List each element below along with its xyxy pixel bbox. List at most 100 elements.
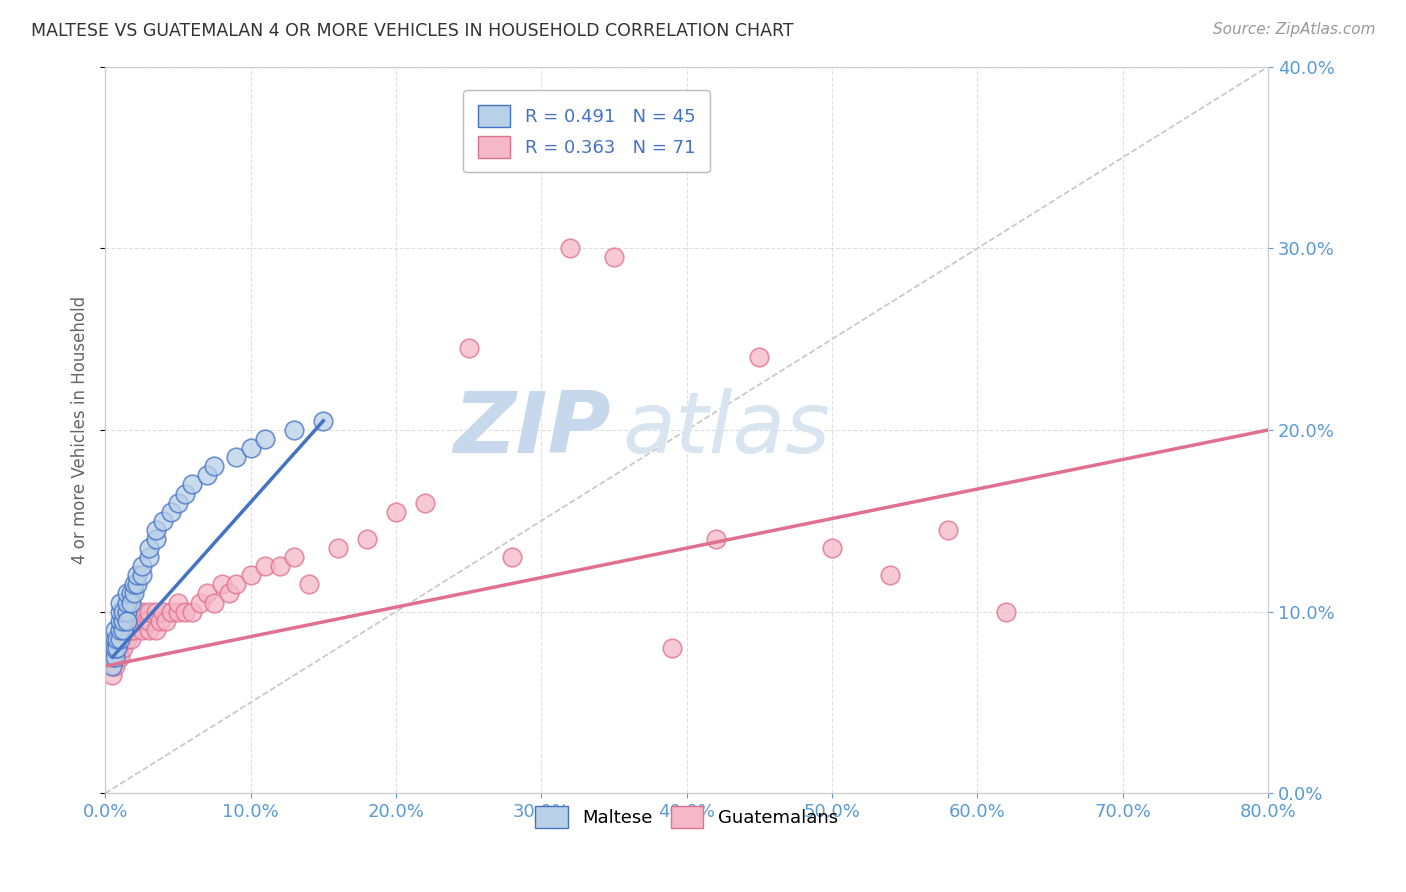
Point <box>356 532 378 546</box>
Point <box>131 623 153 637</box>
Point <box>167 496 190 510</box>
Point <box>131 605 153 619</box>
Point <box>135 614 157 628</box>
Point <box>115 632 138 646</box>
Point <box>704 532 727 546</box>
Text: MALTESE VS GUATEMALAN 4 OR MORE VEHICLES IN HOUSEHOLD CORRELATION CHART: MALTESE VS GUATEMALAN 4 OR MORE VEHICLES… <box>31 22 793 40</box>
Point <box>115 614 138 628</box>
Point <box>104 650 127 665</box>
Point <box>104 623 127 637</box>
Point <box>108 623 131 637</box>
Point <box>298 577 321 591</box>
Point <box>108 605 131 619</box>
Point <box>269 559 291 574</box>
Point <box>159 605 181 619</box>
Point <box>101 640 124 655</box>
Point <box>124 577 146 591</box>
Point <box>138 541 160 555</box>
Point <box>145 532 167 546</box>
Point <box>152 514 174 528</box>
Point <box>225 450 247 465</box>
Point <box>202 596 225 610</box>
Point <box>138 614 160 628</box>
Point <box>501 550 523 565</box>
Point <box>560 241 582 255</box>
Point <box>115 596 138 610</box>
Point <box>131 559 153 574</box>
Point <box>101 668 124 682</box>
Point <box>195 468 218 483</box>
Point <box>995 605 1018 619</box>
Point <box>127 568 149 582</box>
Text: ZIP: ZIP <box>454 389 612 472</box>
Point <box>149 614 172 628</box>
Point <box>101 650 124 665</box>
Point <box>127 614 149 628</box>
Point <box>131 568 153 582</box>
Point <box>748 351 770 365</box>
Point <box>120 623 142 637</box>
Point <box>239 441 262 455</box>
Point <box>283 550 305 565</box>
Point <box>127 605 149 619</box>
Point <box>111 623 134 637</box>
Point <box>181 477 204 491</box>
Point <box>127 577 149 591</box>
Point <box>254 432 277 446</box>
Point <box>108 632 131 646</box>
Point <box>181 605 204 619</box>
Point <box>124 614 146 628</box>
Point <box>101 659 124 673</box>
Point <box>457 341 479 355</box>
Point <box>105 632 128 646</box>
Point <box>115 605 138 619</box>
Point <box>211 577 233 591</box>
Text: atlas: atlas <box>623 389 831 472</box>
Point <box>105 640 128 655</box>
Point <box>108 640 131 655</box>
Point <box>188 596 211 610</box>
Point <box>104 632 127 646</box>
Point <box>120 596 142 610</box>
Point <box>603 251 626 265</box>
Point <box>104 640 127 655</box>
Point <box>145 605 167 619</box>
Point <box>254 559 277 574</box>
Point <box>108 596 131 610</box>
Point <box>111 614 134 628</box>
Point <box>174 605 197 619</box>
Point <box>108 614 131 628</box>
Point <box>115 623 138 637</box>
Point <box>145 623 167 637</box>
Point <box>138 623 160 637</box>
Point <box>159 505 181 519</box>
Point <box>167 596 190 610</box>
Point <box>938 523 960 537</box>
Point <box>124 586 146 600</box>
Point <box>167 605 190 619</box>
Point <box>312 414 335 428</box>
Legend: Maltese, Guatemalans: Maltese, Guatemalans <box>529 798 845 835</box>
Point <box>104 640 127 655</box>
Point <box>879 568 901 582</box>
Point <box>104 659 127 673</box>
Point <box>105 650 128 665</box>
Point <box>104 650 127 665</box>
Point <box>105 640 128 655</box>
Point <box>101 640 124 655</box>
Point <box>120 605 142 619</box>
Point <box>821 541 844 555</box>
Point <box>115 614 138 628</box>
Point <box>108 632 131 646</box>
Point <box>326 541 349 555</box>
Point <box>661 640 683 655</box>
Point <box>138 550 160 565</box>
Point <box>218 586 240 600</box>
Point <box>174 486 197 500</box>
Point <box>111 623 134 637</box>
Point <box>120 632 142 646</box>
Point <box>413 496 436 510</box>
Point <box>111 632 134 646</box>
Point <box>202 459 225 474</box>
Point <box>239 568 262 582</box>
